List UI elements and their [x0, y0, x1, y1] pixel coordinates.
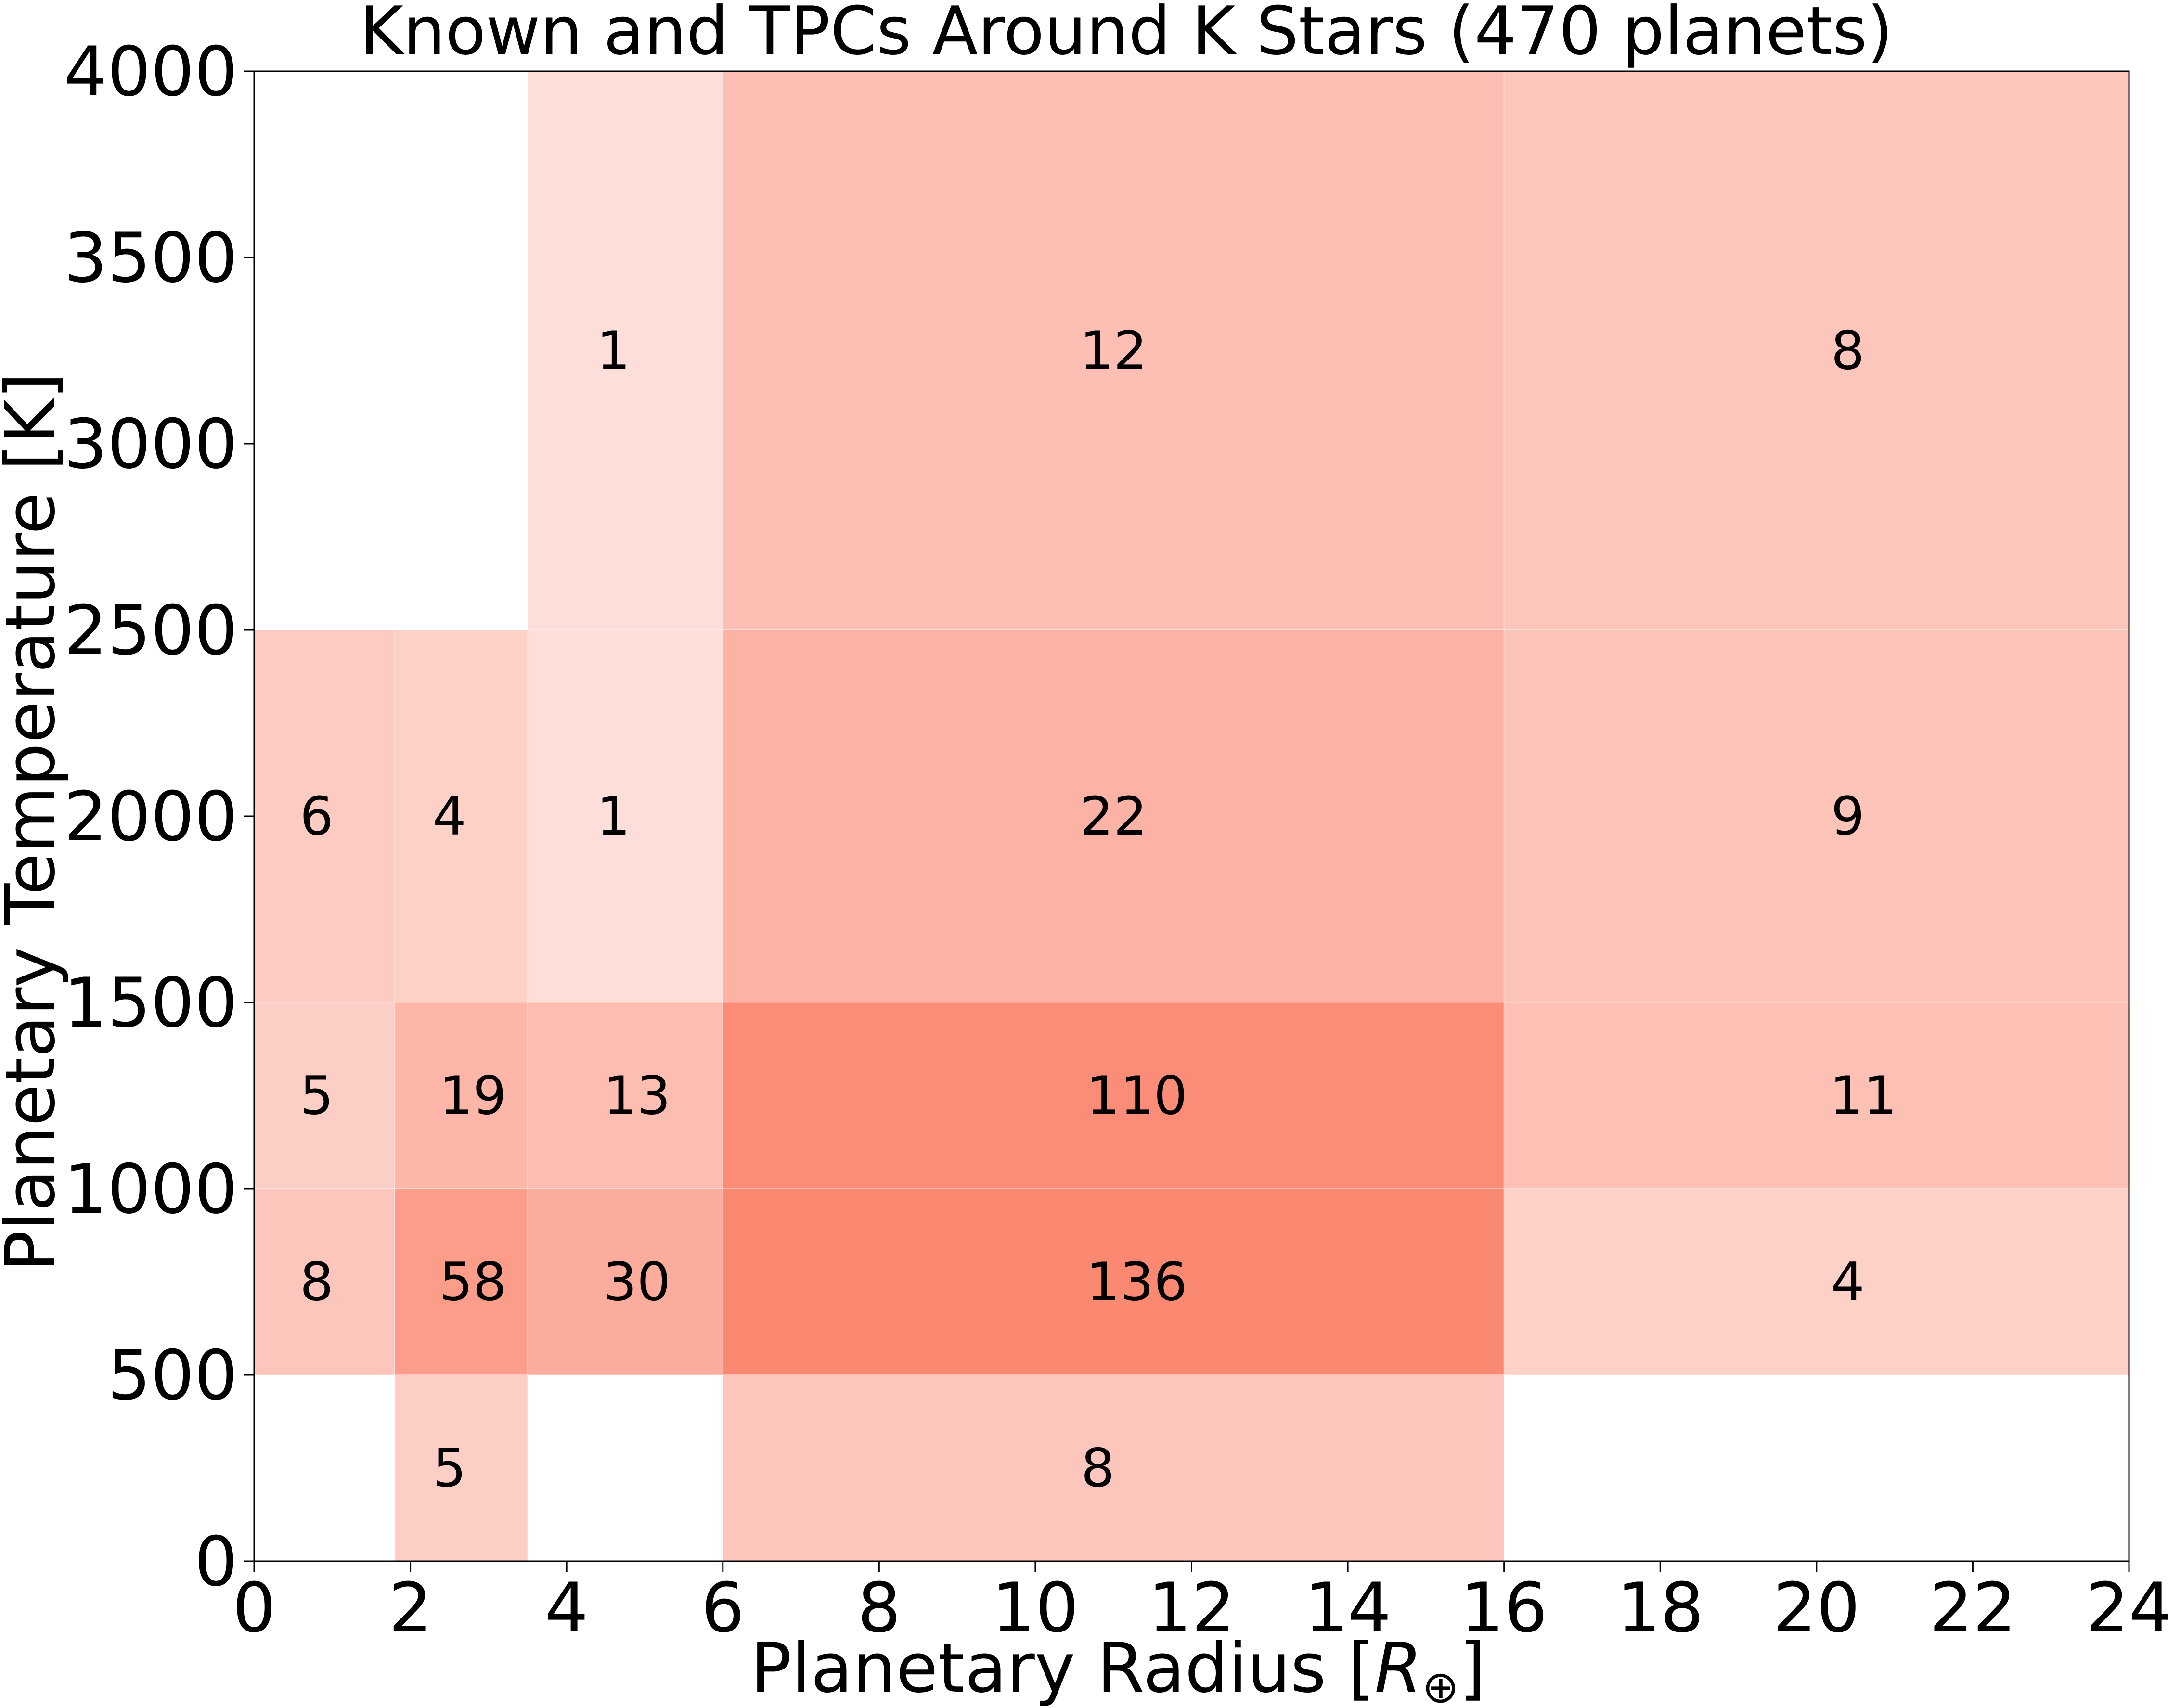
- y-tick-label-0: 0: [194, 1522, 238, 1602]
- x-axis-label-close: ]: [1459, 1629, 1485, 1708]
- chart-title: Known and TPCs Around K Stars (470 plane…: [360, 0, 1893, 70]
- y-tick-label-5: 2500: [64, 591, 238, 670]
- heatmap-cell-6: [722, 629, 1505, 1003]
- cell-count-label-4: 4: [433, 785, 466, 847]
- x-tick-label-11: 22: [1929, 1568, 2016, 1648]
- x-axis-label-symbol: R: [1375, 1629, 1422, 1708]
- x-tick-label-0: 0: [232, 1568, 276, 1648]
- cell-count-label-1: 12: [1080, 320, 1147, 382]
- y-tick-label-4: 2000: [64, 777, 238, 857]
- x-tick-label-7: 14: [1304, 1568, 1392, 1648]
- x-tick-label-9: 18: [1617, 1568, 1704, 1648]
- x-tick-label-8: 16: [1460, 1568, 1548, 1648]
- y-tick-label-2: 1000: [64, 1150, 238, 1229]
- cell-count-label-19: 8: [1081, 1438, 1115, 1499]
- heatmap-cell-3: [254, 629, 396, 1003]
- x-axis-ticks: 0 2 4 6 8 10 12 14 16 18 20 22 24: [232, 1561, 2168, 1648]
- heatmap-cell-19: [722, 1374, 1505, 1562]
- heatmap-cell-16: [722, 1188, 1505, 1375]
- x-tick-label-1: 2: [388, 1568, 432, 1648]
- heatmap-cells: [254, 71, 2130, 1562]
- x-tick-label-10: 20: [1773, 1568, 1860, 1648]
- heatmap-cell-5: [527, 629, 723, 1003]
- y-tick-label-7: 3500: [64, 218, 238, 298]
- heatmap-cell-18: [394, 1374, 529, 1562]
- x-tick-label-3: 6: [701, 1568, 745, 1648]
- cell-count-label-17: 4: [1831, 1251, 1865, 1313]
- y-tick-label-3: 1500: [64, 963, 238, 1043]
- cell-count-label-15: 30: [603, 1251, 671, 1313]
- heatmap-cell-14: [394, 1188, 529, 1375]
- heatmap-cell-15: [527, 1188, 723, 1375]
- x-tick-label-6: 12: [1148, 1568, 1235, 1648]
- cell-count-label-11: 110: [1086, 1065, 1187, 1127]
- cell-count-label-18: 5: [433, 1438, 466, 1499]
- x-tick-label-12: 24: [2086, 1568, 2168, 1648]
- heatmap-cell-12: [1503, 1002, 2130, 1189]
- heatmap-cell-11: [722, 1002, 1505, 1189]
- cell-count-label-12: 11: [1830, 1065, 1897, 1127]
- cell-count-label-8: 5: [300, 1065, 334, 1127]
- cell-count-label-9: 19: [439, 1065, 506, 1127]
- heatmap-cell-0: [527, 71, 723, 630]
- heatmap-cell-2: [1503, 71, 2130, 630]
- cell-count-label-2: 8: [1831, 320, 1865, 382]
- cell-count-label-16: 136: [1086, 1251, 1187, 1313]
- heatmap-cell-8: [254, 1002, 396, 1189]
- heatmap-cell-7: [1503, 629, 2130, 1003]
- x-tick-label-5: 10: [992, 1568, 1079, 1648]
- cell-count-label-5: 1: [597, 785, 631, 847]
- cell-count-label-13: 8: [300, 1251, 334, 1313]
- y-tick-label-8: 4000: [64, 32, 238, 112]
- cell-count-label-0: 1: [597, 320, 631, 382]
- x-axis-label-text: Planetary Radius [: [750, 1629, 1374, 1708]
- cell-count-label-10: 13: [603, 1065, 671, 1127]
- y-axis-label: Planetary Temperature [K]: [0, 372, 70, 1271]
- cell-count-label-14: 58: [439, 1251, 506, 1313]
- x-axis-label: Planetary Radius [R⊕]: [750, 1629, 1486, 1708]
- cell-count-label-7: 9: [1831, 785, 1865, 847]
- y-tick-label-1: 500: [107, 1336, 238, 1415]
- heatmap-cell-17: [1503, 1188, 2130, 1375]
- cell-count-label-3: 6: [300, 785, 334, 847]
- heatmap-cell-4: [394, 629, 529, 1003]
- heatmap-cell-9: [394, 1002, 529, 1189]
- x-tick-label-2: 4: [545, 1568, 588, 1648]
- heatmap-cell-labels: 1 12 86 4 1 22 95 19 13 110 118 58 30 136 45 8: [300, 320, 1897, 1499]
- x-axis-label-subscript: ⊕: [1422, 1661, 1459, 1708]
- x-tick-label-4: 8: [857, 1568, 901, 1648]
- heatmap-cell-13: [254, 1188, 396, 1375]
- y-tick-label-6: 3000: [64, 405, 238, 484]
- y-axis-ticks: 0 500 1000 1500 2000 2500 3000 3500 4000: [64, 32, 254, 1602]
- cell-count-label-6: 22: [1080, 785, 1147, 847]
